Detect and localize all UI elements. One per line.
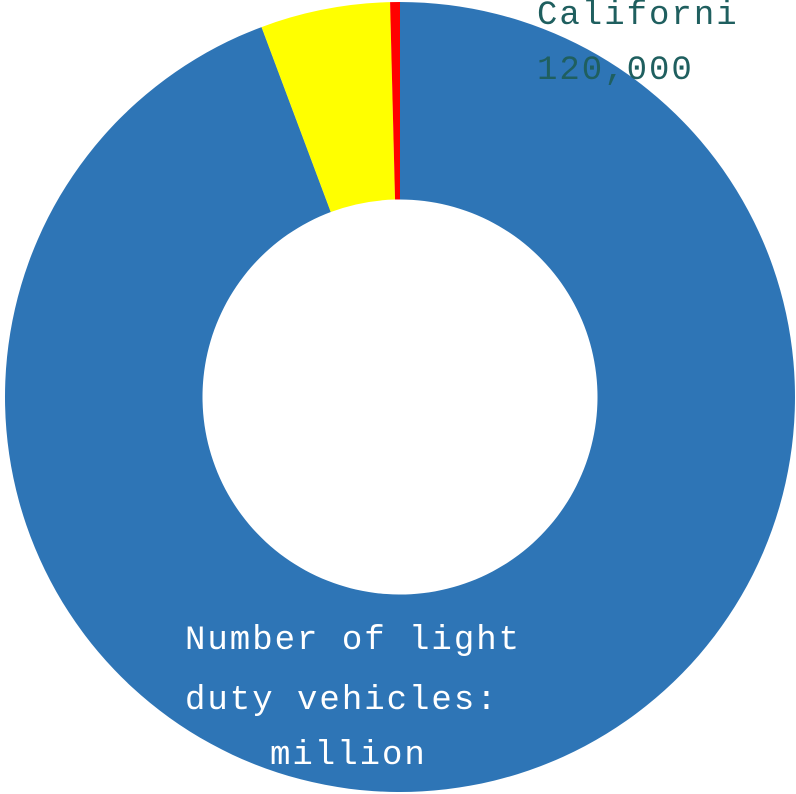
annotation-line: million: [270, 737, 427, 775]
annotation-line: Number of light: [185, 622, 521, 660]
annotation-line: Californi: [537, 0, 739, 35]
slice: [390, 2, 400, 200]
donut: [4, 2, 795, 793]
annotations: Californi 120,000 Number of light duty vehi…: [185, 0, 739, 775]
slice: [261, 2, 396, 213]
annotation-line: duty vehicles:: [185, 682, 499, 720]
slice: [4, 2, 795, 793]
annotation-line: 120,000: [537, 52, 694, 90]
